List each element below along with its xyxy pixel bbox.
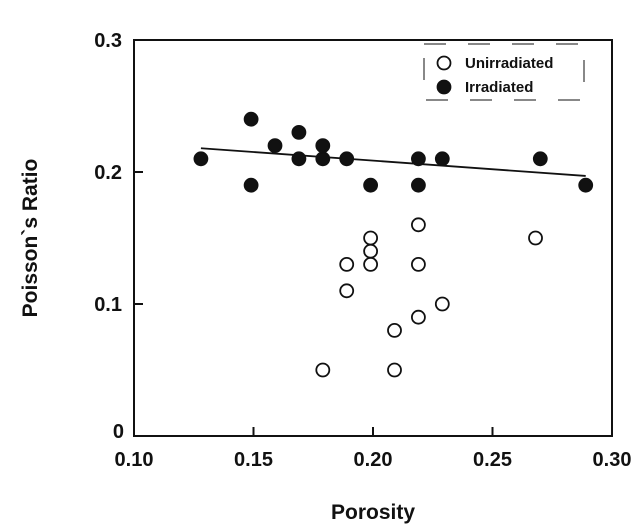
unirradiated-point: [339, 256, 355, 272]
irradiated-point: [193, 151, 209, 167]
fit-line-group: [200, 147, 586, 177]
irradiated-point: [315, 151, 331, 167]
legend: Unirradiated Irradiated: [423, 43, 585, 101]
irradiated-point: [578, 177, 594, 193]
legend-marker-unirradiated: [436, 55, 452, 71]
legend-box: [423, 43, 585, 101]
x-tick-label: 0.15: [234, 449, 273, 471]
y-tick-label: 0.3: [94, 30, 122, 52]
unirradiated-point: [411, 309, 426, 325]
x-axis-title: Porosity: [331, 501, 415, 524]
legend-marker-irradiated: [436, 79, 452, 95]
irradiated-point: [411, 177, 426, 193]
unirradiated-point: [363, 256, 379, 272]
unirradiated-point: [363, 230, 379, 246]
y-axis-title: Poisson`s Ratio: [19, 159, 42, 318]
axis-ticks: 0.10 0.15 0.20 0.25 0.30 0 0.1 0.2 0.3: [94, 30, 631, 471]
irradiated-point: [532, 151, 548, 167]
data-points: [193, 111, 594, 378]
irradiated-point: [291, 124, 307, 140]
y-tick-label: 0.2: [94, 162, 122, 184]
x-tick-label: 0.20: [354, 449, 393, 471]
unirradiated-point: [315, 362, 331, 378]
y-tick-label: 0.1: [94, 294, 122, 316]
unirradiated-point: [411, 256, 426, 272]
legend-label-irradiated: Irradiated: [465, 79, 533, 96]
irradiated-point: [315, 138, 331, 154]
legend-label-unirradiated: Unirradiated: [465, 55, 553, 72]
unirradiated-point: [363, 243, 379, 259]
unirradiated-point: [434, 296, 450, 312]
unirradiated-point: [528, 230, 543, 246]
fit-line: [200, 147, 586, 177]
x-tick-label: 0.25: [473, 449, 512, 471]
x-tick-label: 0.10: [115, 449, 154, 471]
irradiated-point: [243, 177, 259, 193]
irradiated-point: [434, 151, 450, 167]
irradiated-point: [411, 151, 426, 167]
unirradiated-point: [339, 283, 355, 299]
unirradiated-point: [387, 322, 402, 338]
unirradiated-point: [411, 217, 426, 233]
y-tick-label: 0: [113, 421, 124, 443]
irradiated-point: [339, 151, 355, 167]
irradiated-point: [363, 177, 379, 193]
unirradiated-point: [387, 362, 402, 378]
x-tick-label: 0.30: [593, 449, 632, 471]
irradiated-point: [291, 151, 307, 167]
irradiated-point: [267, 138, 283, 154]
irradiated-point: [243, 111, 259, 127]
